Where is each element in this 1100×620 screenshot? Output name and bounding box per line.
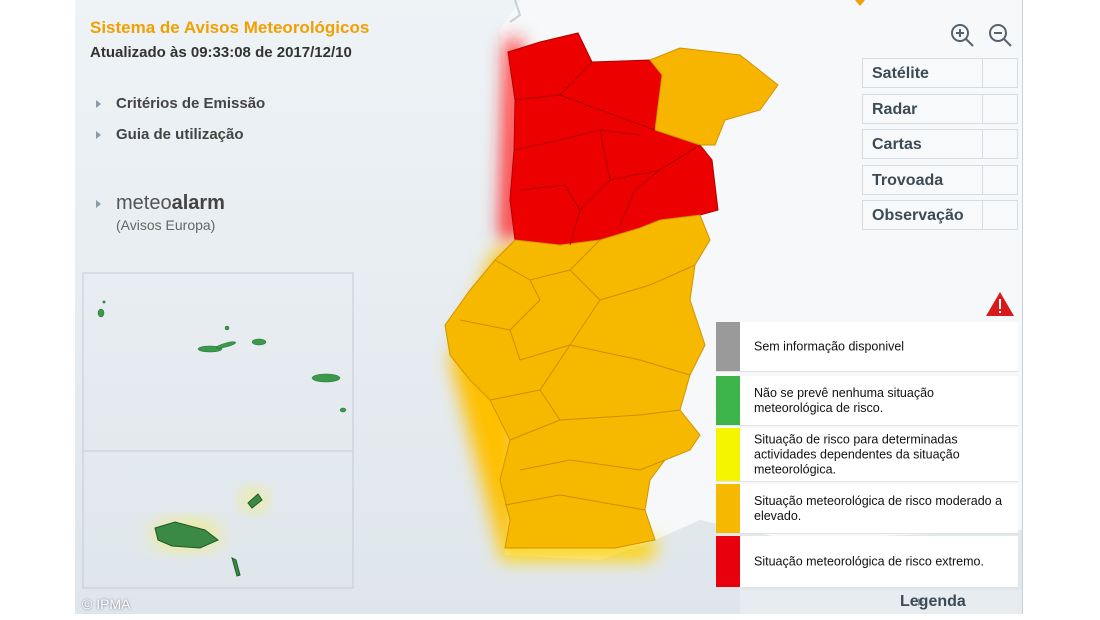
layer-button[interactable]: Observação — [862, 200, 1018, 230]
district-orange — [444, 214, 711, 549]
legend-item: Sem informação disponivel — [716, 322, 1018, 372]
district-borders — [514, 61, 701, 246]
layer-button[interactable]: Trovoada — [862, 165, 1018, 195]
legend-label: Situação meteorológica de risco extremo. — [754, 554, 984, 568]
layer-icon — [982, 95, 1017, 123]
layer-button[interactable]: Satélite — [862, 58, 1018, 88]
legend-item: Situação meteorológica de risco moderado… — [716, 484, 1018, 534]
legend-swatch — [716, 322, 740, 371]
legend-label: Situação meteorológica de risco moderado… — [754, 493, 1003, 523]
legend-bar[interactable] — [740, 590, 1022, 614]
layer-label: Satélite — [872, 65, 929, 82]
district-orange — [649, 47, 779, 146]
arrow — [96, 100, 101, 108]
meteoalarm-prefix: meteo — [116, 192, 172, 214]
layer-label: Observação — [872, 207, 964, 224]
meteoalarm-brand: alarm — [171, 192, 225, 214]
legend-title[interactable]: Legenda — [900, 593, 966, 610]
title: Sistema de Avisos Meteorológicos — [90, 18, 370, 37]
legend-swatch — [716, 484, 740, 533]
district-borders — [459, 239, 696, 511]
link[interactable]: Guia de utilização — [116, 126, 244, 143]
legend-label: Não se prevê nenhuma situação meteorológ… — [754, 385, 934, 415]
legend-label: Sem informação disponivel — [754, 339, 905, 353]
updated: Atualizado às 09:33:08 de 2017/12/10 — [90, 44, 352, 61]
legend-swatch — [716, 376, 740, 425]
legend-item: Não se prevê nenhuma situação meteorológ… — [716, 376, 1018, 426]
warning-icon — [986, 292, 1014, 316]
arrow — [96, 131, 101, 139]
layer-icon — [982, 166, 1017, 194]
zoom-controls[interactable] — [951, 24, 1012, 47]
marker — [855, 0, 865, 6]
legend-item: Situação de risco para determinadas acti… — [716, 428, 1018, 482]
copyright: © IPMA — [82, 596, 131, 612]
layer-icon — [982, 59, 1017, 87]
legend-item: Situação meteorológica de risco extremo. — [716, 536, 1018, 588]
legend-arrow — [918, 598, 924, 606]
madeira — [154, 493, 263, 577]
layer-icon — [982, 130, 1017, 158]
arrow — [96, 200, 101, 208]
layer-button[interactable]: Radar — [862, 94, 1018, 124]
layer-icon — [982, 201, 1017, 229]
meteoalarm-link[interactable]: meteoalarm — [116, 192, 225, 215]
madeira-inset — [82, 450, 354, 589]
layer-button[interactable]: Cartas — [862, 129, 1018, 159]
legend-label: Situação de risco para determinadas acti… — [754, 432, 960, 476]
layer-label: Trovoada — [872, 172, 944, 189]
legend-swatch — [716, 536, 740, 587]
meteoalarm-caption: (Avisos Europa) — [116, 217, 216, 233]
layer-label: Cartas — [872, 136, 922, 153]
islands — [97, 300, 347, 413]
legend-swatch — [716, 428, 740, 481]
coast — [509, 0, 522, 23]
layer-label: Radar — [872, 101, 918, 118]
azores-inset — [82, 272, 354, 452]
district-red — [507, 32, 719, 246]
link[interactable]: Critérios de Emissão — [116, 95, 266, 112]
